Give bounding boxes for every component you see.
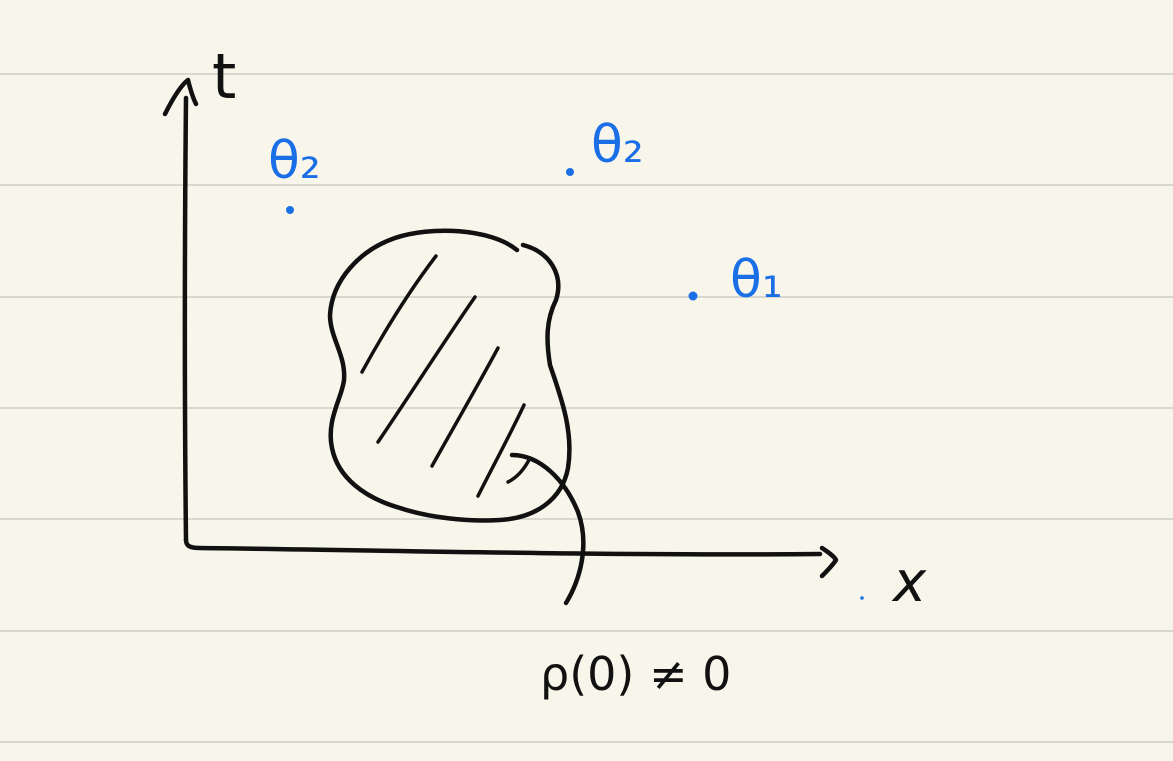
stray-blue-dot [860,596,864,600]
t-axis-arrowhead [162,77,199,117]
x-axis-arrowhead [819,545,839,579]
ruled-lines [0,73,1173,743]
support-region-outline [327,228,572,523]
theta-2-top-label: θ₂ [591,115,644,175]
point-markers [286,168,864,600]
x-axis-label: x [891,550,927,615]
theta-2-left-label: θ₂ [268,131,321,191]
t-axis-label: t [212,40,236,113]
t-axis [182,95,189,543]
annotation-leader [509,452,586,606]
region-annotation: ρ(0) ≠ 0 [540,647,731,701]
theta-2-top-dot [566,168,574,176]
region-hatching [360,254,532,498]
theta-2-left-dot [286,206,294,214]
theta-1-dot [688,291,698,301]
theta-1-label: θ₁ [730,250,783,310]
x-axis [183,537,823,557]
